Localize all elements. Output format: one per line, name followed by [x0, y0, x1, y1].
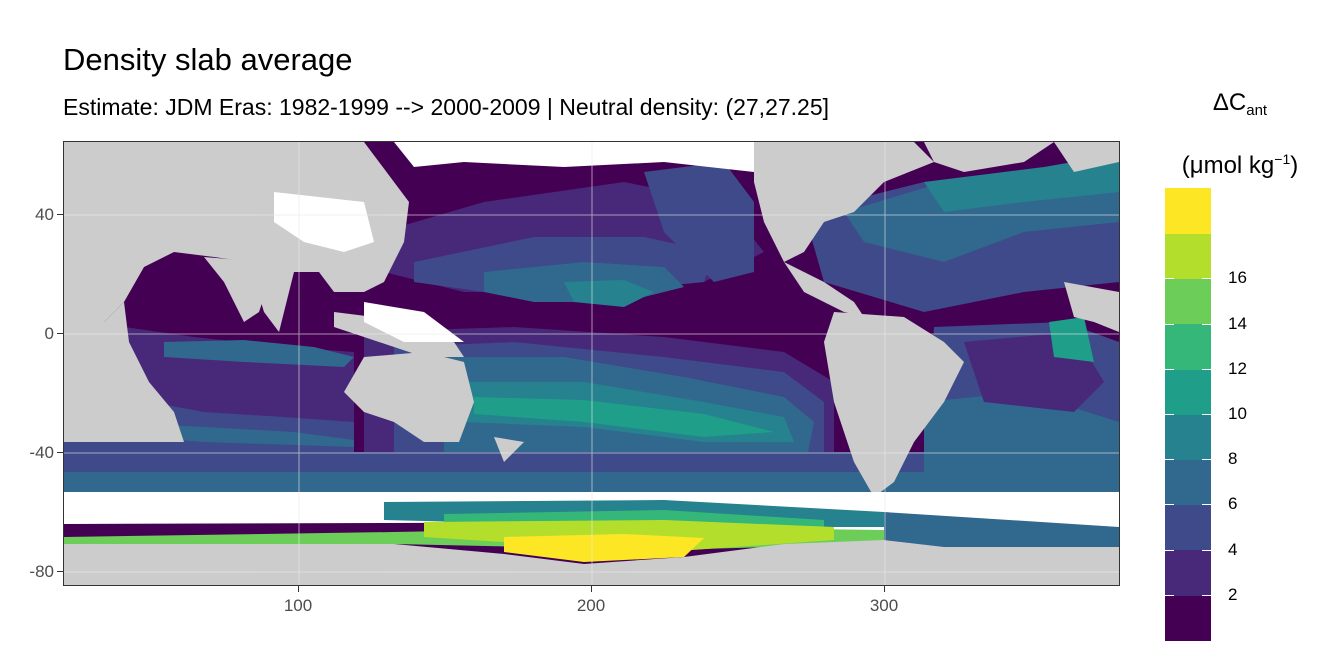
legend-tick-mark — [1165, 323, 1174, 325]
chart-subtitle: Estimate: JDM Eras: 1982-1999 --> 2000-2… — [63, 94, 830, 120]
legend-tick-mark — [1165, 414, 1174, 415]
y-tick-label-40: 40 — [35, 205, 54, 224]
legend-color-step — [1165, 278, 1211, 325]
africa-land — [64, 302, 184, 442]
chart-title: Density slab average — [63, 42, 353, 77]
y-tick-label-neg40: -40 — [29, 443, 54, 462]
legend-color-step — [1165, 504, 1211, 551]
central-america-land — [784, 262, 864, 317]
south-america-land — [824, 312, 964, 497]
europe-africa-atl-land — [1054, 142, 1119, 172]
band-indian-6 — [164, 340, 354, 367]
x-tick-label-300: 300 — [869, 596, 899, 615]
x-tick-mark — [884, 586, 885, 592]
legend-unit-sup: −1 — [1274, 151, 1291, 167]
legend-color-step — [1165, 549, 1211, 596]
legend-break-label: 10 — [1228, 404, 1247, 423]
legend-tick-mark — [1202, 459, 1211, 461]
legend-color-bar — [1165, 188, 1211, 641]
band-spac-10 — [474, 397, 774, 437]
legend-color-step — [1165, 368, 1211, 415]
shelf-atl — [884, 512, 1119, 550]
greenland-land — [924, 142, 1054, 172]
legend-tick-mark — [1165, 549, 1174, 551]
y-tick-mark — [57, 214, 63, 215]
x-tick-label-200: 200 — [576, 596, 606, 615]
legend-unit-prefix: (μmol kg — [1181, 152, 1275, 179]
legend-tick-mark — [1165, 594, 1174, 596]
band-npac-8 — [564, 280, 654, 307]
ocean-map — [64, 142, 1119, 585]
legend-break-label: 2 — [1228, 584, 1238, 604]
legend-title: ΔCant (μmol kg−1) — [1150, 86, 1330, 183]
x-tick-label-100: 100 — [283, 596, 313, 615]
legend-break-label: 8 — [1228, 449, 1238, 469]
legend-tick-mark — [1202, 549, 1211, 551]
legend-break-label: 12 — [1228, 358, 1247, 378]
band-satl-6 — [924, 392, 1119, 472]
y-tick-label-0: 0 — [44, 324, 54, 343]
legend-unit: (μmol kg−1) — [1150, 142, 1330, 183]
nz-land — [494, 437, 524, 462]
y-tick-label-neg80: -80 — [29, 562, 54, 581]
x-tick-mark — [591, 586, 592, 592]
legend-color-step — [1165, 323, 1211, 370]
legend-tick-mark — [1165, 504, 1174, 506]
y-tick-mark — [57, 333, 63, 334]
nodata-indonesia-seas — [364, 302, 464, 342]
y-tick-mark — [57, 452, 63, 453]
band-natl-8 — [924, 154, 1119, 212]
legend-tick-mark — [1202, 414, 1211, 415]
eurasia-land — [64, 142, 409, 332]
band-npac-east — [644, 162, 754, 282]
legend-tick-mark — [1165, 368, 1174, 370]
legend-tick-mark — [1202, 278, 1211, 280]
x-tick-mark — [298, 586, 299, 592]
grid-lines — [64, 142, 1119, 585]
legend-variable-sub: ant — [1246, 102, 1268, 119]
legend-tick-mark — [1202, 323, 1211, 325]
legend-break-label: 14 — [1228, 313, 1247, 333]
west-africa-land — [1064, 282, 1119, 332]
legend-tick-mark — [1165, 278, 1174, 280]
antarctica-land — [64, 540, 1119, 585]
antarctic-shelf-bands — [64, 500, 1119, 562]
legend-color-step — [1165, 594, 1211, 641]
legend-break-label: 4 — [1228, 539, 1238, 559]
legend-variable-main: ΔC — [1212, 89, 1247, 116]
legend-color-step — [1165, 188, 1211, 234]
legend-tick-mark — [1165, 459, 1174, 461]
north-america-land — [754, 142, 934, 262]
map-panel — [63, 141, 1120, 586]
nodata-arctic — [394, 142, 754, 172]
legend-unit-suffix: ) — [1290, 152, 1299, 179]
legend-break-label: 16 — [1228, 268, 1247, 288]
shelf-18 — [504, 534, 704, 562]
band-gulf-10 — [1049, 317, 1094, 362]
south-asia-land — [204, 257, 269, 322]
legend-tick-mark — [1202, 368, 1211, 370]
legend-color-step — [1165, 459, 1211, 506]
australia-land — [344, 352, 474, 442]
legend-break-label: 6 — [1228, 494, 1238, 514]
y-tick-mark — [57, 571, 63, 572]
legend-tick-mark — [1202, 594, 1211, 596]
legend-color-step — [1165, 414, 1211, 460]
legend-variable: ΔCant — [1150, 86, 1330, 128]
legend-tick-mark — [1202, 504, 1211, 506]
legend-color-step — [1165, 233, 1211, 280]
